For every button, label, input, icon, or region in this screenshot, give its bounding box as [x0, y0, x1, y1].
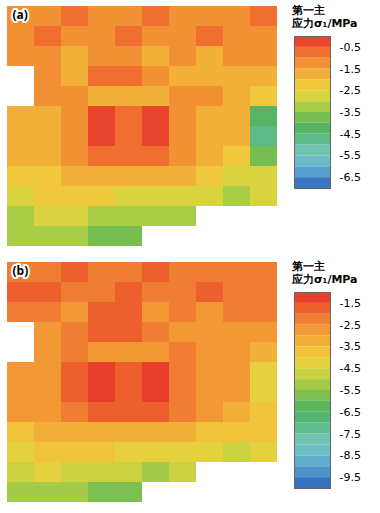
- svg-text:(a): (a): [13, 6, 28, 23]
- svg-text:-5.5: -5.5: [340, 384, 361, 397]
- svg-text:-1.5: -1.5: [340, 63, 361, 76]
- svg-text:-6.5: -6.5: [340, 171, 361, 184]
- svg-text:-4.5: -4.5: [340, 128, 361, 141]
- svg-text:-1.5: -1.5: [340, 297, 361, 310]
- html-text:第一主: 第一主: [292, 260, 325, 273]
- svg-text:-8.5: -8.5: [340, 449, 361, 462]
- html-text:第一主: 第一主: [292, 4, 325, 17]
- svg-text:-9.5: -9.5: [340, 471, 361, 484]
- html-text:应力σ₁/MPa: 应力σ₁/MPa: [292, 273, 358, 286]
- svg-text:-2.5: -2.5: [340, 319, 361, 332]
- svg-text:-7.5: -7.5: [340, 428, 361, 441]
- svg-text:(b): (b): [13, 262, 29, 279]
- html-text:应力σ₁/MPa: 应力σ₁/MPa: [292, 17, 358, 30]
- svg-text:-0.5: -0.5: [340, 41, 361, 54]
- svg-text:-6.5: -6.5: [340, 406, 361, 419]
- svg-text:-3.5: -3.5: [340, 106, 361, 119]
- svg-text:-3.5: -3.5: [340, 340, 361, 353]
- svg-text:-5.5: -5.5: [340, 149, 361, 162]
- svg-text:-2.5: -2.5: [340, 84, 361, 97]
- svg-text:-4.5: -4.5: [340, 362, 361, 375]
